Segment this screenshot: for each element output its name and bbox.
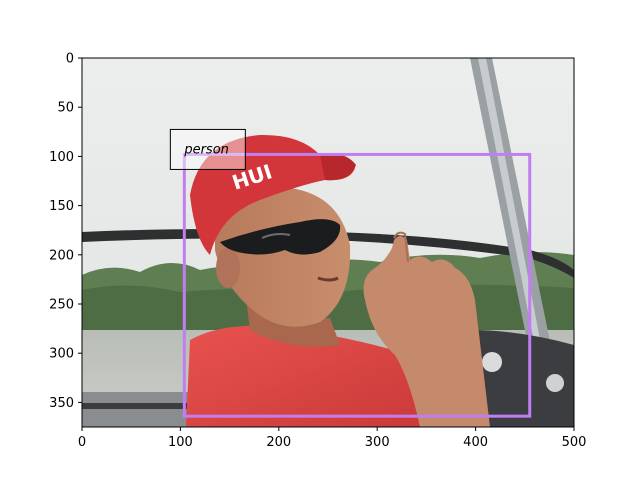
- y-tick-label: 150: [49, 199, 74, 214]
- x-tick-label: 500: [562, 435, 587, 450]
- x-tick-label: 200: [266, 435, 291, 450]
- y-tick-label: 200: [49, 248, 74, 263]
- detection-box: [182, 152, 532, 418]
- y-tick-label: 50: [57, 101, 74, 116]
- y-tick-label: 250: [49, 298, 74, 313]
- photo: HUI: [82, 58, 574, 427]
- y-axis: 0 50 100 150 200 250 300 350: [49, 52, 82, 411]
- axes-frame: [81, 57, 575, 428]
- y-tick-label: 350: [49, 396, 74, 411]
- x-tick-label: 300: [365, 435, 390, 450]
- x-tick-label: 100: [168, 435, 193, 450]
- y-tick-label: 100: [49, 150, 74, 165]
- y-tick-label: 0: [66, 52, 74, 67]
- y-tick-label: 300: [49, 347, 74, 362]
- x-axis: 0 100 200 300 400 500: [78, 427, 587, 450]
- detection-label: person: [183, 142, 229, 157]
- detection-layer: person: [169, 128, 532, 418]
- x-tick-label: 400: [463, 435, 488, 450]
- x-tick-label: 0: [78, 435, 86, 450]
- detection-label-box: [169, 128, 246, 170]
